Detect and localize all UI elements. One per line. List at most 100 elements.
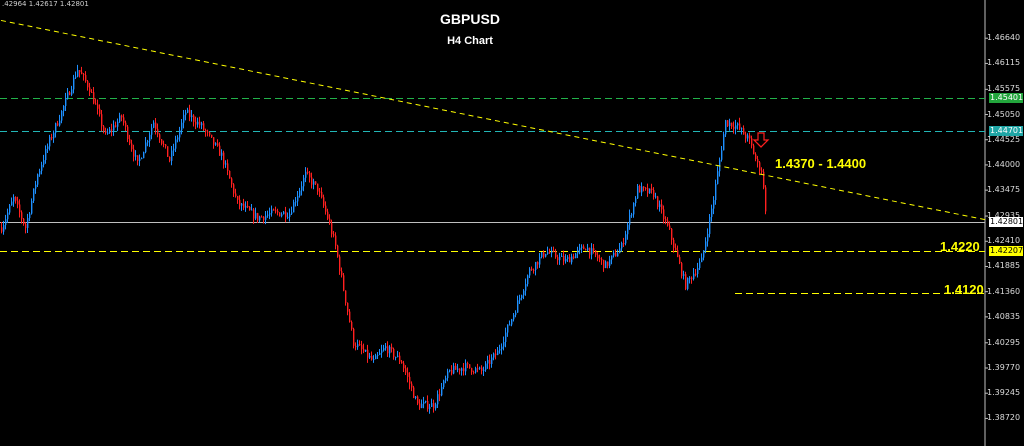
candle-body	[289, 213, 291, 217]
candle-body	[653, 190, 655, 198]
candle-body	[141, 158, 143, 160]
candle-body	[63, 105, 65, 111]
candle-body	[59, 120, 61, 126]
candle-body	[105, 131, 107, 133]
candle-body	[449, 369, 451, 372]
candle-body	[235, 193, 237, 197]
candle-body	[75, 76, 77, 78]
candle-body	[669, 225, 671, 229]
candle-body	[159, 134, 161, 140]
candle-body	[17, 200, 19, 205]
candle-body	[201, 123, 203, 126]
candle-body	[241, 203, 243, 206]
candle-body	[383, 348, 385, 351]
candle-body	[119, 115, 121, 122]
candle-body	[65, 98, 67, 106]
price-tag: 1.45401	[989, 92, 1024, 103]
candle-body	[115, 125, 117, 127]
y-tick-label: 1.39770	[987, 362, 1021, 372]
candle-body	[643, 186, 645, 188]
candle-body	[37, 174, 39, 185]
candle-body	[209, 132, 211, 135]
candle-body	[219, 145, 221, 156]
candle-body	[445, 378, 447, 381]
support-1-4220-label: 1.4220	[940, 239, 980, 255]
candle-body	[281, 214, 283, 217]
y-tick-label: 1.40295	[987, 337, 1021, 347]
candle-body	[89, 87, 91, 92]
candle-body	[323, 197, 325, 206]
y-tick-label: 1.42935	[987, 211, 1021, 221]
candle-body	[253, 209, 255, 219]
candle-body	[735, 125, 737, 129]
candle-body	[489, 360, 491, 365]
candle-body	[569, 257, 571, 263]
candle-body	[739, 123, 741, 129]
candle-body	[147, 141, 149, 143]
candle-body	[547, 252, 549, 254]
candle-body	[71, 89, 73, 95]
candle-body	[269, 213, 271, 215]
candle-body	[345, 290, 347, 303]
candle-body	[477, 368, 479, 370]
candle-body	[519, 298, 521, 301]
candle-body	[693, 273, 695, 279]
candle-body	[211, 134, 213, 138]
candle-body	[615, 252, 617, 257]
candle-body	[455, 365, 457, 370]
candle-body	[647, 188, 649, 194]
candle-body	[165, 144, 167, 147]
candle-body	[651, 188, 653, 191]
candle-body	[465, 363, 467, 372]
price-tag: 1.42801	[989, 217, 1024, 228]
candle-body	[765, 187, 767, 212]
candle-body	[329, 218, 331, 224]
candle-body	[659, 204, 661, 207]
candle-body	[661, 204, 663, 210]
candle-body	[419, 403, 421, 409]
candle-body	[673, 239, 675, 248]
candle-body	[537, 262, 539, 265]
candle-body	[77, 70, 79, 77]
candle-body	[45, 148, 47, 161]
candle-body	[637, 185, 639, 199]
candle-body	[751, 138, 753, 146]
candle-body	[725, 120, 727, 135]
candle-body	[7, 212, 9, 220]
candle-body	[563, 255, 565, 262]
candle-body	[305, 171, 307, 178]
candle-body	[357, 344, 359, 348]
chart-subtitle: H4 Chart	[447, 35, 493, 47]
candle-body	[153, 122, 155, 128]
candle-body	[353, 328, 355, 346]
candle-body	[453, 365, 455, 374]
candle-body	[205, 129, 207, 132]
candle-body	[139, 158, 141, 161]
candle-body	[543, 252, 545, 257]
candle-body	[411, 383, 413, 388]
candle-body	[633, 203, 635, 215]
candle-body	[721, 150, 723, 160]
candle-body	[451, 369, 453, 374]
candle-body	[145, 142, 147, 153]
candle-body	[713, 200, 715, 209]
candle-body	[763, 171, 765, 188]
candle-body	[117, 121, 119, 127]
candle-body	[655, 196, 657, 198]
candle-body	[461, 368, 463, 371]
candle-body	[621, 243, 623, 249]
candle-body	[553, 250, 555, 252]
candle-body	[755, 154, 757, 159]
candle-body	[527, 275, 529, 285]
candle-body	[683, 274, 685, 276]
candle-body	[415, 396, 417, 399]
candle-body	[365, 349, 367, 352]
candle-body	[613, 252, 615, 256]
candle-body	[11, 201, 13, 206]
candle-body	[19, 204, 21, 213]
candle-body	[631, 214, 633, 216]
candle-body	[603, 259, 605, 269]
candle-body	[625, 234, 627, 244]
